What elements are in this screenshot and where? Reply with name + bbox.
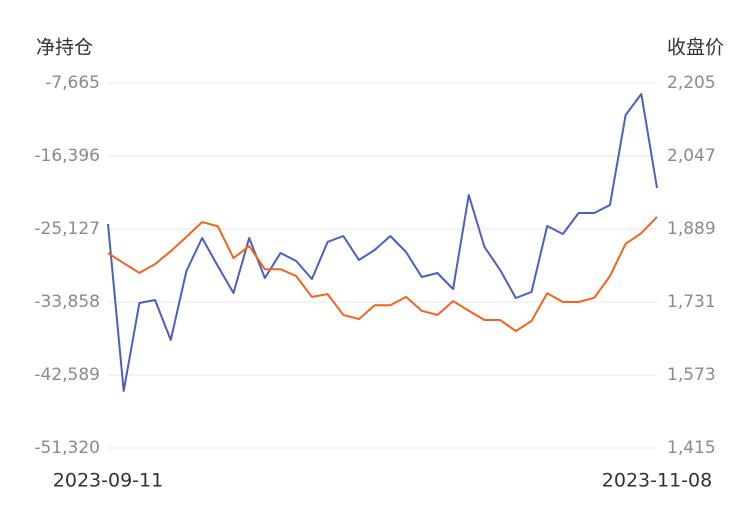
- y2-tick-label: 1,573: [667, 365, 716, 385]
- y2-axis-title: 收盘价: [667, 37, 724, 59]
- series-line: [107, 93, 658, 392]
- y-axis-title: 净持仓: [36, 37, 93, 59]
- y2-tick-label: 1,731: [667, 292, 716, 312]
- y2-tick-label: 2,205: [667, 73, 716, 93]
- y2-tick-label: 2,047: [667, 146, 716, 166]
- series-line: [107, 216, 658, 333]
- y-tick-label: -51,320: [34, 438, 100, 458]
- y-tick-label: -25,127: [34, 219, 100, 239]
- y-tick-label: -42,589: [34, 365, 100, 385]
- x-tick-label: 2023-11-08: [602, 470, 712, 492]
- y-tick-label: -7,665: [45, 73, 100, 93]
- y-tick-label: -33,858: [34, 292, 100, 312]
- x-tick-label: 2023-09-11: [53, 470, 163, 492]
- y2-tick-label: 1,889: [667, 219, 716, 239]
- y2-tick-label: 1,415: [667, 438, 716, 458]
- y-tick-label: -16,396: [34, 146, 100, 166]
